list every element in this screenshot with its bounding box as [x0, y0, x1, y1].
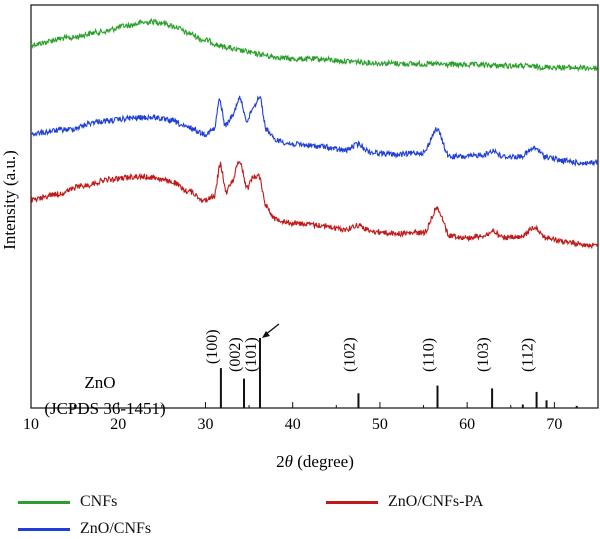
series-line-2	[30, 160, 599, 250]
x-tick-label: 40	[285, 416, 301, 433]
peak-label: (112)	[520, 338, 537, 372]
series-layer	[30, 17, 599, 250]
reference-layer: (100) (002)(101) (102) (110) (103) (112)	[204, 323, 578, 408]
x-tick-label: 50	[372, 416, 388, 433]
plot-frame	[30, 4, 599, 409]
arrow-head	[261, 331, 270, 338]
legend-item-zno-cnfs: ZnO/CNFs	[18, 520, 151, 538]
legend-item-zno-cnfs-pa: ZnO/CNFs-PA	[326, 493, 483, 511]
x-tick-label: 30	[197, 416, 213, 433]
peak-label: (103)	[475, 337, 492, 372]
legend-label: ZnO/CNFs	[80, 520, 152, 537]
legend-swatch	[18, 500, 70, 504]
legend-item-cnfs: CNFs	[18, 493, 117, 511]
peak-label: (002)	[227, 337, 244, 372]
peak-label: (110)	[420, 338, 437, 372]
x-tick-label: 20	[110, 416, 126, 433]
peak-label: (102)	[341, 337, 358, 372]
y-axis-label: Intensity (a.u.)	[0, 150, 19, 250]
legend-label: ZnO/CNFs-PA	[388, 493, 484, 510]
reference-material-label: ZnO	[84, 373, 115, 392]
peak-label: (100)	[204, 329, 221, 364]
legend-swatch	[326, 500, 378, 504]
legend-label: CNFs	[80, 493, 118, 510]
peak-label: (101)	[243, 337, 260, 372]
series-line-1	[30, 95, 599, 167]
x-axis-label: 2θ (degree)	[276, 452, 354, 471]
legend-swatch	[18, 527, 70, 531]
reference-card-label: (JCPDS 36-1451)	[44, 399, 165, 418]
x-tick-label: 60	[459, 416, 475, 433]
series-line-0	[30, 17, 599, 73]
x-tick-label: 70	[546, 416, 562, 433]
x-axis: 10 20 30 40 50 60 70	[23, 402, 599, 433]
x-tick-label: 10	[23, 416, 39, 433]
